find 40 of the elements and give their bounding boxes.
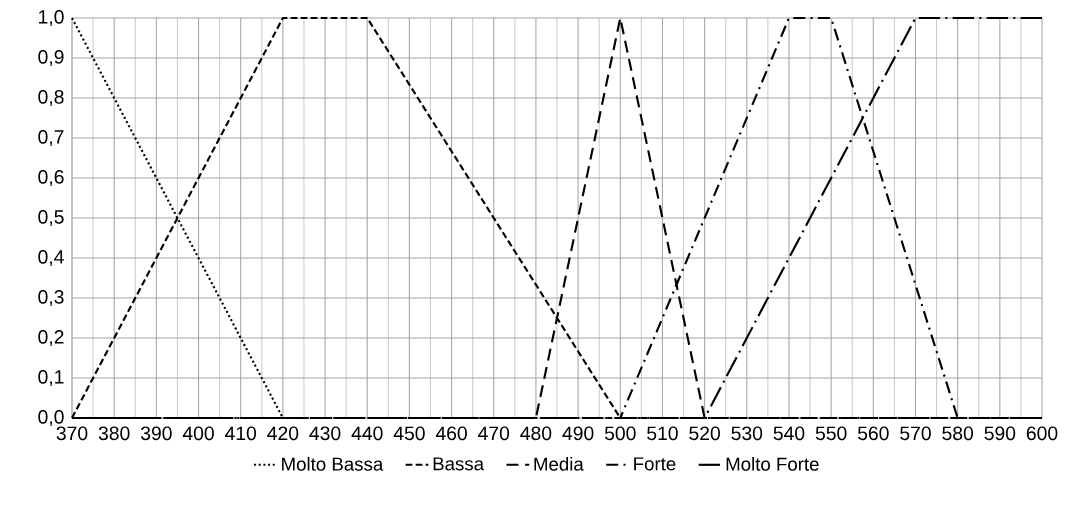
x-tick-label: 570 [900,426,931,441]
y-tick-label: 0,4 [38,250,64,266]
x-tick-label: 480 [520,426,552,441]
x-tick-label: 390 [140,426,172,441]
y-tick-label: 0,8 [38,90,64,106]
x-tick-label: 560 [857,426,889,441]
legend-label: Forte [634,457,676,471]
x-tick-label: 460 [435,426,467,441]
x-tick-label: 490 [562,426,594,441]
x-tick-label: 450 [393,426,425,441]
y-tick-label: 1,0 [39,10,64,26]
x-tick-label: 370 [56,426,88,441]
x-tick-label: 430 [309,426,341,441]
legend-label: Molto Forte [726,457,819,471]
y-tick-label: 0,7 [38,130,64,146]
y-tick-label: 0,2 [38,330,64,346]
x-tick-label: 590 [984,426,1016,441]
legend-label: Bassa [433,457,485,471]
x-tick-label: 380 [98,426,130,441]
x-tick-label: 580 [942,426,974,441]
x-tick-label: 500 [604,426,636,441]
x-tick-label: 530 [731,426,763,441]
x-tick-label: 520 [689,426,720,441]
x-tick-label: 510 [647,426,678,441]
x-tick-label: 410 [225,426,257,441]
y-tick-label: 0,1 [38,370,64,386]
legend-label: Media [534,457,584,471]
y-tick-label: 0,5 [38,210,64,226]
x-tick-label: 600 [1026,426,1058,441]
y-tick-label: 0,3 [38,290,64,306]
x-tick-label: 550 [815,426,847,441]
legend-label: Molto Bassa [282,457,384,471]
y-tick-label: 0,6 [38,170,64,186]
x-tick-label: 540 [773,426,805,441]
y-tick-label: 0,9 [38,50,64,66]
x-tick-label: 400 [182,426,214,441]
x-tick-label: 420 [267,426,299,441]
y-tick-label: 0,0 [38,410,64,426]
x-tick-label: 470 [478,426,510,441]
x-tick-label: 440 [351,426,383,441]
